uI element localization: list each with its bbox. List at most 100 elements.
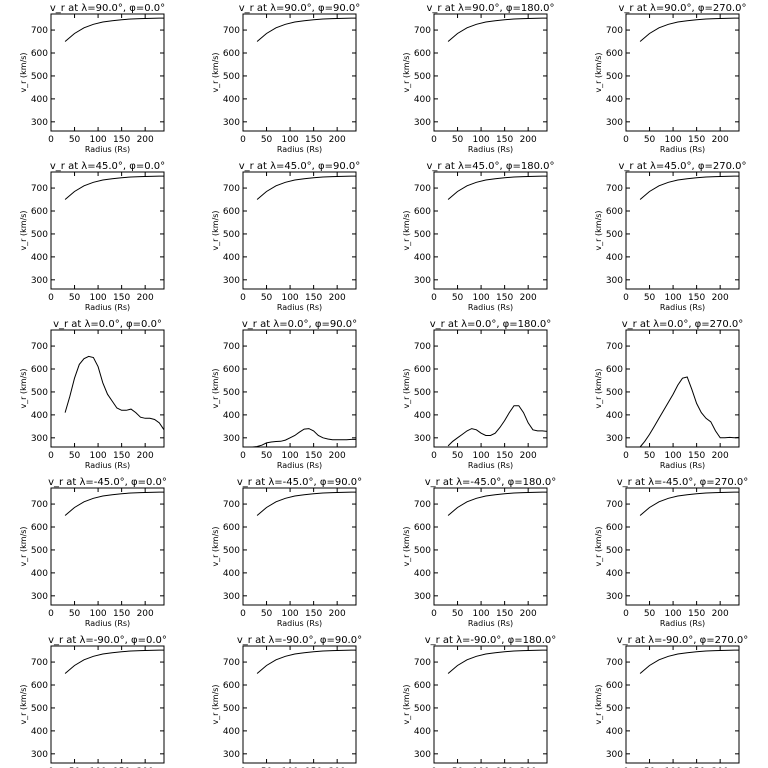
x-tick-label: 200: [137, 293, 154, 303]
y-tick-label: 500: [414, 388, 431, 398]
y-tick-label: 400: [606, 253, 623, 263]
x-tick-label: 150: [688, 293, 705, 303]
x-tick-label: 50: [644, 135, 656, 145]
x-tick-label: 50: [644, 293, 656, 303]
y-tick-label: 600: [223, 523, 240, 533]
y-axis-label: v_r (km/s): [19, 210, 28, 250]
y-tick-label: 700: [31, 342, 48, 352]
y-tick-label: 300: [223, 276, 240, 286]
y-tick-label: 300: [414, 118, 431, 128]
y-tick-label: 300: [31, 118, 48, 128]
x-tick-label: 150: [305, 135, 322, 145]
y-tick-label: 600: [606, 523, 623, 533]
x-tick-label: 200: [329, 451, 346, 461]
y-tick-label: 700: [414, 26, 431, 36]
series-line: [639, 17, 739, 42]
chart-title: v_r at λ=-45.0°, φ=0.0°: [48, 477, 167, 488]
y-tick-label: 700: [31, 184, 48, 194]
x-tick-label: 50: [644, 451, 656, 461]
y-tick-label: 400: [223, 253, 240, 263]
x-tick-label: 0: [431, 609, 437, 619]
y-tick-label: 600: [606, 207, 623, 217]
y-tick-label: 500: [414, 546, 431, 556]
y-tick-label: 300: [606, 118, 623, 128]
y-tick-label: 600: [414, 523, 431, 533]
x-tick-label: 150: [496, 609, 513, 619]
x-axis-label: Radius (Rs): [468, 619, 513, 628]
y-tick-label: 700: [414, 342, 431, 352]
series-line: [64, 175, 164, 200]
x-tick-label: 0: [240, 293, 246, 303]
series-line: [447, 175, 547, 200]
y-tick-label: 700: [223, 184, 240, 194]
y-tick-label: 300: [606, 276, 623, 286]
plot-frame: [50, 645, 165, 764]
y-tick-label: 400: [223, 411, 240, 421]
x-axis-label: Radius (Rs): [277, 303, 322, 312]
y-tick-label: 400: [414, 95, 431, 105]
y-tick-label: 500: [31, 72, 48, 82]
y-tick-label: 300: [31, 434, 48, 444]
series-line: [256, 649, 356, 674]
series-line: [64, 355, 165, 431]
x-tick-label: 50: [69, 293, 81, 303]
y-tick-label: 700: [414, 500, 431, 510]
x-axis-label: Radius (Rs): [277, 619, 322, 628]
plot-frame: [625, 645, 740, 764]
plot-frame: [433, 13, 548, 132]
chart-title: v_r at λ=0.0°, φ=0.0°: [53, 319, 162, 330]
plot-frame: [242, 329, 357, 448]
y-tick-label: 500: [31, 388, 48, 398]
x-axis-label: Radius (Rs): [85, 145, 130, 154]
x-tick-label: 200: [712, 135, 729, 145]
chart-title: v_r at λ=0.0°, φ=270.0°: [622, 319, 744, 330]
series-line: [639, 376, 740, 448]
y-tick-label: 300: [606, 750, 623, 760]
y-axis-label: v_r (km/s): [402, 684, 411, 724]
x-tick-label: 200: [329, 609, 346, 619]
x-tick-label: 100: [664, 451, 681, 461]
chart-title: v_r at λ=90.0°, φ=90.0°: [239, 3, 361, 14]
y-tick-label: 700: [223, 26, 240, 36]
y-tick-label: 700: [606, 500, 623, 510]
x-tick-label: 150: [688, 135, 705, 145]
x-axis-label: Radius (Rs): [660, 303, 705, 312]
plot-frame: [433, 487, 548, 606]
y-tick-label: 400: [414, 569, 431, 579]
series-line: [256, 17, 356, 42]
x-tick-label: 100: [281, 609, 298, 619]
x-tick-label: 50: [452, 293, 464, 303]
x-tick-label: 0: [48, 451, 54, 461]
y-tick-label: 300: [31, 592, 48, 602]
chart-title: v_r at λ=0.0°, φ=180.0°: [430, 319, 552, 330]
y-axis-label: v_r (km/s): [402, 52, 411, 92]
x-tick-label: 0: [431, 451, 437, 461]
y-tick-label: 500: [31, 546, 48, 556]
x-axis-label: Radius (Rs): [660, 145, 705, 154]
x-tick-label: 100: [472, 293, 489, 303]
chart-title: v_r at λ=-90.0°, φ=270.0°: [617, 635, 749, 646]
x-tick-label: 100: [664, 135, 681, 145]
series-line: [447, 405, 548, 447]
x-tick-label: 0: [623, 451, 629, 461]
y-tick-label: 500: [606, 230, 623, 240]
y-tick-label: 300: [223, 434, 240, 444]
y-tick-label: 300: [31, 276, 48, 286]
series-line: [447, 17, 547, 42]
x-tick-label: 150: [496, 135, 513, 145]
y-axis-label: v_r (km/s): [594, 368, 603, 408]
plot-frame: [625, 13, 740, 132]
y-tick-label: 500: [223, 704, 240, 714]
x-tick-label: 150: [305, 609, 322, 619]
y-tick-label: 500: [31, 704, 48, 714]
y-tick-label: 400: [414, 253, 431, 263]
x-axis-label: Radius (Rs): [468, 145, 513, 154]
chart-title: v_r at λ=-45.0°, φ=180.0°: [425, 477, 557, 488]
x-tick-label: 200: [520, 293, 537, 303]
y-tick-label: 600: [414, 207, 431, 217]
x-tick-label: 150: [113, 451, 130, 461]
chart-title: v_r at λ=90.0°, φ=0.0°: [50, 3, 165, 14]
y-tick-label: 700: [223, 500, 240, 510]
series-line: [64, 649, 164, 674]
y-axis-label: v_r (km/s): [19, 526, 28, 566]
